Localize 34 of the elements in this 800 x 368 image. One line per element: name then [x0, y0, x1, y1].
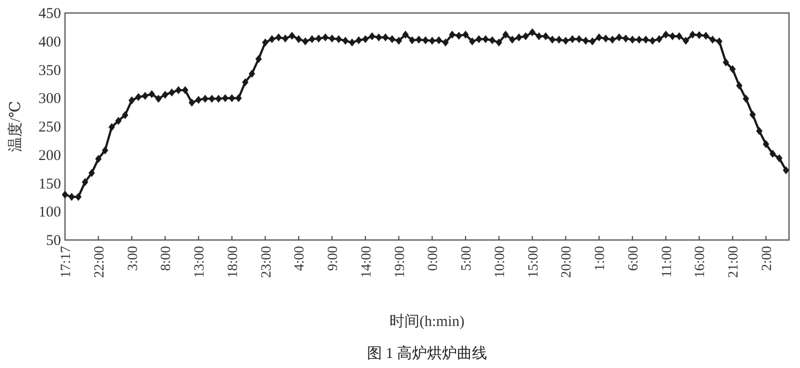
x-tick-label: 18:00 — [226, 246, 241, 278]
y-tick-label: 150 — [38, 176, 61, 192]
x-tick-label: 14:00 — [359, 246, 374, 278]
x-tick-label: 22:00 — [92, 246, 108, 278]
y-tick-label: 250 — [38, 120, 61, 136]
x-tick-label: 21:00 — [726, 246, 742, 278]
x-tick-label: 23:00 — [259, 246, 274, 278]
x-tick-label: 3:00 — [126, 246, 141, 271]
x-tick-label: 5:00 — [460, 246, 475, 271]
x-tick-label: 17:17 — [59, 246, 74, 278]
x-tick-label: 20:00 — [560, 246, 575, 278]
x-tick-label: 15:00 — [526, 246, 542, 278]
x-tick-label: 13:00 — [192, 246, 208, 278]
y-tick-label: 300 — [38, 91, 61, 108]
y-tick-label: 450 — [38, 6, 61, 22]
x-tick-label: 11:00 — [660, 246, 675, 278]
x-tick-label: 16:00 — [693, 246, 708, 278]
y-axis-title: 温度/℃ — [7, 101, 24, 152]
x-tick-label: 0:00 — [426, 246, 442, 271]
y-tick-label: 200 — [38, 148, 61, 164]
y-tick-label: 100 — [38, 204, 61, 221]
x-tick-label: 10:00 — [492, 246, 508, 278]
x-tick-label: 19:00 — [392, 246, 408, 278]
x-tick-label: 9:00 — [326, 246, 342, 271]
x-tick-label: 8:00 — [159, 246, 174, 271]
caption: 图 1 高炉烘炉曲线 — [367, 345, 487, 362]
x-tick-label: 1:00 — [593, 246, 608, 271]
x-axis-title: 时间(h:min) — [390, 313, 464, 330]
x-tick-label: 6:00 — [626, 246, 642, 271]
x-tick-label: 4:00 — [292, 246, 308, 271]
y-tick-label: 350 — [38, 62, 61, 79]
y-tick-label: 400 — [38, 34, 61, 50]
x-tick-label: 2:00 — [760, 246, 775, 271]
y-tick-label: 50 — [46, 233, 61, 249]
